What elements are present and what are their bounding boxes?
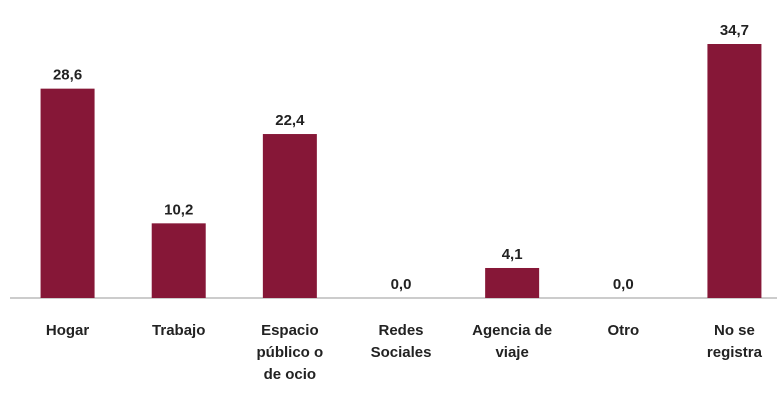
- x-tick-label: Espacio público o de ocio: [256, 322, 324, 383]
- bar: [151, 223, 206, 298]
- value-label: 34,7: [720, 22, 749, 39]
- value-label: 22,4: [275, 112, 305, 129]
- x-tick-label: Redes Sociales: [370, 322, 432, 361]
- x-tick-label: No se registra: [706, 322, 762, 361]
- x-tick-label: Hogar: [45, 322, 90, 339]
- value-label: 10,2: [164, 201, 193, 218]
- bar: [262, 134, 317, 298]
- value-label: 4,1: [502, 246, 523, 263]
- x-tick-label: Trabajo: [152, 322, 206, 339]
- x-tick-label: Otro: [607, 322, 640, 339]
- value-label: 0,0: [391, 276, 412, 293]
- bar: [40, 88, 95, 298]
- bar: [485, 267, 540, 298]
- bar: [707, 44, 762, 298]
- value-label: 28,6: [53, 67, 82, 84]
- x-tick-label: Agencia de viaje: [472, 322, 553, 361]
- value-label: 0,0: [613, 276, 634, 293]
